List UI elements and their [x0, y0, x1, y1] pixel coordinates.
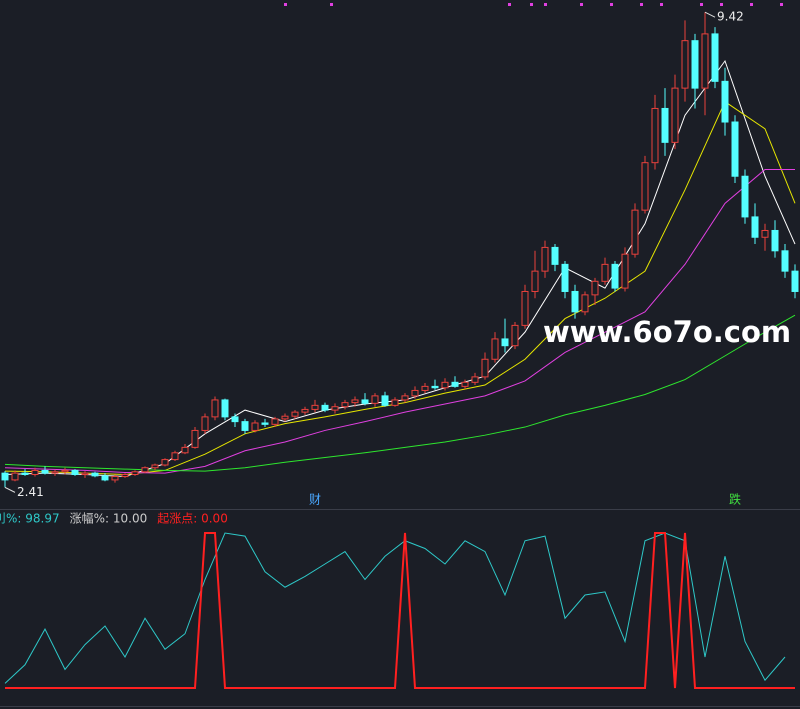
candle-body — [171, 452, 179, 461]
candle-body — [261, 422, 269, 425]
annotation-arrow — [4, 486, 16, 493]
candle-body — [521, 290, 529, 326]
candle-body — [591, 280, 599, 296]
candle-body — [161, 459, 169, 466]
candle-body — [541, 246, 549, 272]
candle-body — [401, 395, 409, 401]
candle-body — [361, 399, 369, 404]
candle-body — [531, 270, 539, 292]
top-dots — [284, 3, 783, 6]
candle-body — [711, 33, 719, 82]
candle-body — [481, 358, 489, 378]
candle-body — [651, 107, 659, 164]
candle-body — [771, 229, 779, 252]
candle-body — [621, 253, 629, 289]
line-series — [5, 532, 795, 689]
candle-body — [181, 446, 189, 454]
candle-body — [781, 250, 789, 272]
candle-body — [231, 416, 239, 423]
candle-body — [321, 404, 329, 411]
candle-body — [71, 469, 79, 475]
candle-body — [751, 216, 759, 238]
annotation-arrow — [704, 11, 716, 18]
candle-body — [451, 381, 459, 387]
candle-body — [191, 429, 199, 448]
candle-body — [241, 421, 249, 431]
candle-body — [471, 376, 479, 383]
candle-body — [641, 162, 649, 211]
candle-body — [81, 472, 89, 475]
candle-body — [421, 385, 429, 391]
candle-body — [331, 406, 339, 411]
candle-body — [131, 471, 139, 475]
candle-body — [221, 399, 229, 418]
candle-body — [761, 229, 769, 238]
candle-body — [31, 469, 39, 475]
annotation-label: 2.41 — [17, 485, 44, 499]
candle-body — [491, 338, 499, 360]
candle-body — [251, 422, 259, 431]
candle-body — [61, 469, 69, 473]
candle-body — [681, 40, 689, 89]
candle-body — [371, 395, 379, 404]
candle-body — [501, 338, 509, 347]
candle-body — [601, 263, 609, 282]
candle-body — [291, 411, 299, 417]
line-series — [4, 314, 796, 472]
event-marker: 跌 — [729, 492, 741, 507]
legend-entry: 起涨点: 0.00 — [157, 511, 228, 526]
candle-body — [441, 381, 449, 389]
candle-body — [21, 472, 29, 475]
candle-body — [11, 472, 19, 481]
candle-body — [631, 209, 639, 255]
candle-body — [391, 399, 399, 406]
candle-body — [51, 471, 59, 474]
candle-body — [431, 385, 439, 389]
candle-body — [611, 263, 619, 289]
candle-body — [511, 324, 519, 347]
candle-body — [411, 389, 419, 397]
candle-body — [311, 404, 319, 410]
candle-body — [341, 402, 349, 408]
candle-body — [91, 472, 99, 477]
candle-body — [581, 294, 589, 313]
candle-body — [721, 80, 729, 123]
candle-body — [351, 399, 359, 404]
candle-body — [1, 472, 9, 481]
candle-body — [211, 399, 219, 418]
candle-body — [281, 415, 289, 420]
candle-body — [301, 408, 309, 413]
candle-body — [571, 290, 579, 313]
annotation-label: 9.42 — [717, 10, 744, 24]
candle-body — [671, 87, 679, 143]
candle-body — [141, 467, 149, 473]
legend-entry: 涨幅%: 10.00 — [70, 511, 148, 526]
candle-body — [201, 416, 209, 431]
candle-body — [551, 246, 559, 265]
candle-body — [461, 381, 469, 387]
candle-body — [731, 121, 739, 177]
candle-body — [691, 40, 699, 89]
candle-body — [121, 473, 129, 478]
candle-body — [701, 33, 709, 89]
candle-body — [561, 263, 569, 292]
legend-entry: 刂%: 98.97 — [0, 512, 60, 526]
candle-body — [151, 464, 159, 469]
candle-body — [661, 107, 669, 143]
watermark: www.6o7o.com — [543, 315, 791, 349]
event-marker: 财 — [309, 493, 321, 507]
candle-body — [271, 418, 279, 425]
candle-body — [741, 175, 749, 218]
candle-body — [111, 476, 119, 481]
candle-body — [101, 475, 109, 481]
candle-body — [381, 395, 389, 406]
candle-body — [41, 469, 49, 474]
candle-body — [791, 270, 799, 292]
